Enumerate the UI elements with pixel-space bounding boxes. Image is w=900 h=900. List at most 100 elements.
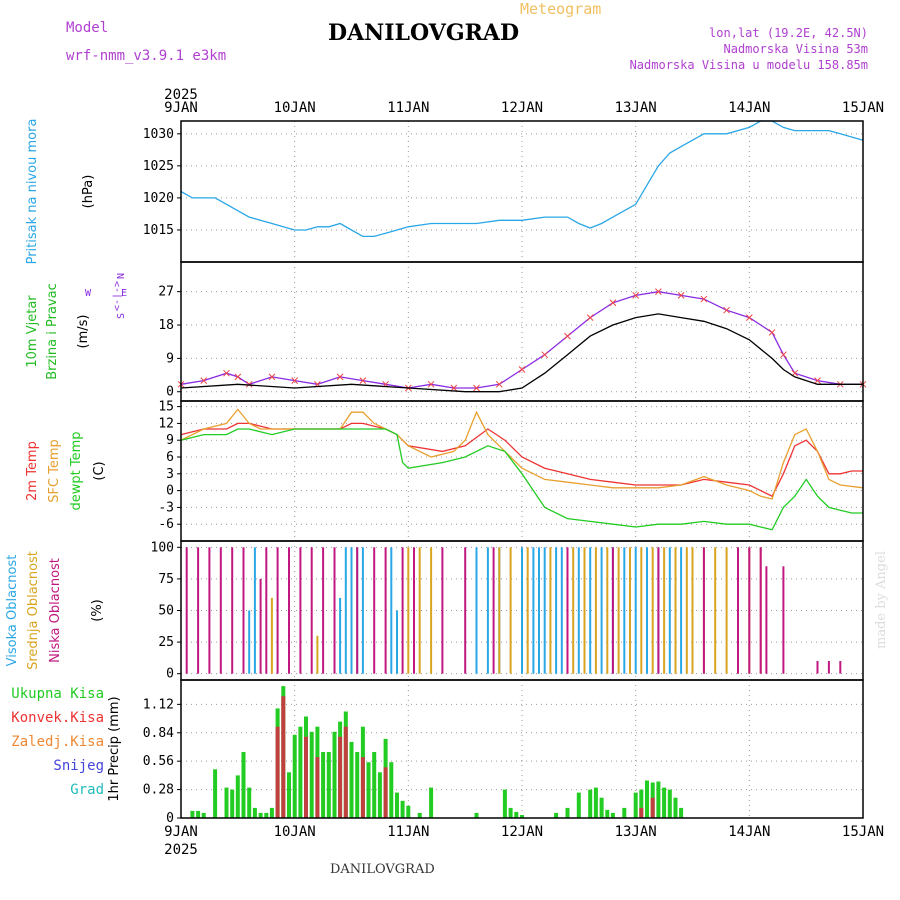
bar-visoka-oblacnost <box>577 547 580 674</box>
y-axis-label: (%) <box>90 599 105 622</box>
bar-ukupna-kisa <box>230 789 235 818</box>
x-tick-label-top: 10JAN <box>274 100 316 116</box>
y-tick-label: 1.12 <box>143 697 174 712</box>
bar-ukupna-kisa <box>201 812 206 818</box>
bar-niska-oblacnost <box>816 661 819 674</box>
bar-konvek-kisa <box>650 797 655 818</box>
year-label-bottom: 2025 <box>164 842 198 858</box>
bar-konvek-kisa <box>275 726 280 818</box>
bar-niska-oblacnost <box>765 566 768 674</box>
bar-niska-oblacnost <box>748 547 751 674</box>
wind-point-marker <box>564 332 571 340</box>
y-tick-label: 0.28 <box>143 783 174 798</box>
bar-niska-oblacnost <box>401 547 404 674</box>
x-tick-label-bottom: 13JAN <box>615 824 657 840</box>
y-tick-label: 0 <box>166 385 174 400</box>
bar-srednja-oblacnost <box>691 547 694 674</box>
bar-ukupna-kisa <box>395 792 399 818</box>
y-axis-label: 2m Temp <box>25 441 40 501</box>
bar-niska-oblacnost <box>185 547 188 674</box>
bar-ukupna-kisa <box>241 752 246 818</box>
watermark: made by Angel <box>874 551 889 649</box>
x-tick-label-top: 12JAN <box>501 100 543 116</box>
bar-visoka-oblacnost <box>396 610 398 674</box>
wind-point-marker <box>632 292 640 299</box>
wind-point-marker <box>450 384 458 392</box>
bar-ukupna-kisa <box>593 787 598 818</box>
series-2m-temp <box>180 422 863 498</box>
bar-srednja-oblacnost <box>509 547 512 674</box>
bar-ukupna-kisa <box>332 731 337 819</box>
bar-niska-oblacnost <box>373 547 376 674</box>
y-axis-label: (C) <box>92 461 107 480</box>
bar-ukupna-kisa <box>235 775 240 818</box>
bar-srednja-oblacnost <box>725 547 728 674</box>
x-tick-label-bottom: 11JAN <box>387 824 429 840</box>
bar-konvek-kisa <box>304 736 308 818</box>
wind-point-marker <box>427 380 435 388</box>
panel-precip: 0 0.28 0.56 0.84 1.12 1hr Precip (mm)Ukupna K… <box>11 679 864 826</box>
bar-srednja-oblacnost <box>316 635 319 674</box>
legend-entry: Zaledj.Kisa <box>11 734 104 750</box>
bar-ukupna-kisa <box>190 810 195 818</box>
bar-niska-oblacnost <box>231 547 234 674</box>
bar-srednja-oblacnost <box>572 547 575 674</box>
panel-wind: 0 9 18 27 10m Vjetar Brzina i Pravac (m/s) N <-|… <box>25 261 867 402</box>
bar-ukupna-kisa <box>264 812 269 818</box>
meteogram-subtitle: Meteogram <box>520 0 602 18</box>
model-label: Model <box>66 20 109 36</box>
y-axis-label: SFC Temp <box>47 439 62 503</box>
y-axis-label: (hPa) <box>81 175 96 209</box>
compass-west: W <box>85 288 92 299</box>
bar-srednja-oblacnost <box>498 547 501 674</box>
wind-point-marker <box>723 306 730 314</box>
bar-srednja-oblacnost <box>594 547 597 674</box>
compass-south: S <box>116 313 127 319</box>
model-name: wrf-nmm_v3.9.1 e3km <box>66 48 227 64</box>
bar-ukupna-kisa <box>588 789 593 818</box>
bar-ukupna-kisa <box>213 769 218 818</box>
wind-point-marker <box>495 380 503 388</box>
bar-ukupna-kisa <box>292 734 297 818</box>
bar-visoka-oblacnost <box>623 547 626 674</box>
bar-visoka-oblacnost <box>634 547 637 674</box>
y-tick-label: 0.84 <box>143 726 174 741</box>
wind-point-marker <box>814 377 821 384</box>
wind-point-marker <box>336 373 344 381</box>
bar-ukupna-kisa <box>645 780 649 818</box>
bar-ukupna-kisa <box>673 797 678 818</box>
bar-srednja-oblacnost <box>549 547 552 674</box>
bar-visoka-oblacnost <box>560 547 563 674</box>
bar-srednja-oblacnost <box>583 547 586 674</box>
bar-visoka-oblacnost <box>543 547 546 674</box>
bar-ukupna-kisa <box>258 812 263 818</box>
x-tick-label-top: 9JAN <box>164 100 198 116</box>
bar-srednja-oblacnost <box>617 547 620 674</box>
bar-konvek-kisa <box>281 696 286 818</box>
y-tick-label: 12 <box>158 416 174 431</box>
bar-srednja-oblacnost <box>685 547 688 674</box>
bar-niska-oblacnost <box>759 547 762 674</box>
x-tick-label-bottom: 9JAN <box>164 824 198 840</box>
bar-srednja-oblacnost <box>606 547 609 674</box>
x-tick-label-bottom: 15JAN <box>842 824 884 840</box>
bar-ukupna-kisa <box>605 809 610 818</box>
x-tick-label-bottom: 12JAN <box>501 824 543 840</box>
bar-visoka-oblacnost <box>589 547 592 674</box>
y-tick-label: 1015 <box>143 223 174 238</box>
bar-visoka-oblacnost <box>390 547 393 674</box>
legend-entry: Snijeg <box>53 758 104 774</box>
y-tick-label: 1030 <box>143 127 174 142</box>
wind-point-marker <box>245 380 253 388</box>
x-tick-label-bottom: 10JAN <box>274 824 316 840</box>
page-title: DANILOVGRAD <box>328 20 520 46</box>
y-tick-label: 0 <box>166 811 174 826</box>
series-wind-speed <box>180 291 863 389</box>
bar-visoka-oblacnost <box>555 547 558 674</box>
y-tick-label: -6 <box>158 517 174 532</box>
legend-entry: Konvek.Kisa <box>11 710 104 726</box>
x-tick-label-top: 14JAN <box>728 100 770 116</box>
bar-ukupna-kisa <box>565 807 570 818</box>
wind-point-marker <box>518 366 526 373</box>
